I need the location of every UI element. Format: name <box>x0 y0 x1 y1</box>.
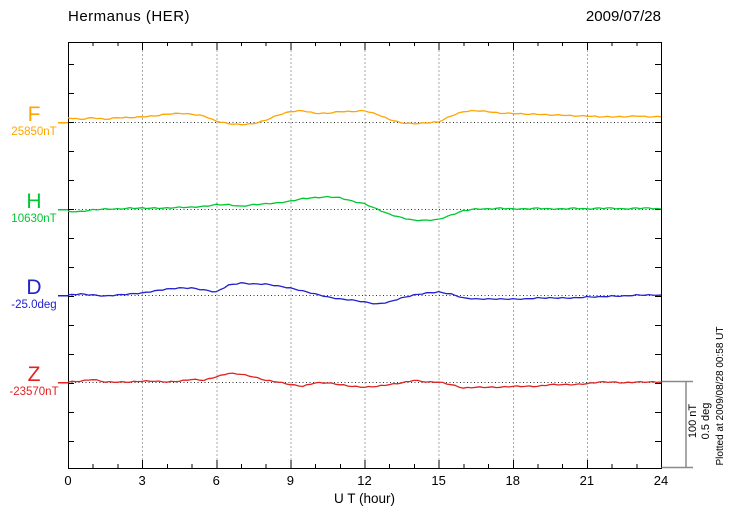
trace-letter-D: D <box>26 276 42 299</box>
scale-bar-label-nt: 100 nT <box>687 403 699 439</box>
trace-baseline-label-H: 10630nT <box>11 213 57 225</box>
x-tick-label-6: 6 <box>212 473 220 488</box>
trace-F <box>67 109 662 126</box>
trace-baseline-label-F: 25850nT <box>11 126 57 138</box>
x-tick-label-3: 3 <box>138 473 146 488</box>
x-tick-label-18: 18 <box>505 473 520 488</box>
trace-D <box>67 282 662 305</box>
trace-baseline-label-D: -25.0deg <box>11 299 57 311</box>
x-tick-label-21: 21 <box>579 473 595 488</box>
trace-Z <box>67 372 662 389</box>
x-axis-label: U T (hour) <box>333 491 396 506</box>
x-tick-label-9: 9 <box>286 473 294 488</box>
x-tick-label-24: 24 <box>653 473 669 488</box>
scale-bar-label-deg: 0.5 deg <box>700 402 712 440</box>
trace-baseline-label-Z: -23570nT <box>9 386 59 398</box>
trace-letter-H: H <box>26 190 42 213</box>
x-tick-label-12: 12 <box>357 473 372 488</box>
station-title: Hermanus (HER) <box>68 8 191 25</box>
trace-letter-Z: Z <box>27 363 41 386</box>
plotted-at-note: Plotted at 2009/08/28 00:58 UT <box>715 326 726 466</box>
plot-date: 2009/07/28 <box>585 8 661 25</box>
trace-letter-F: F <box>27 103 41 126</box>
trace-H <box>67 195 662 222</box>
x-tick-label-0: 0 <box>64 473 72 488</box>
scale-bar-label: 100 nT 0.5 deg <box>687 395 713 447</box>
x-tick-label-15: 15 <box>431 473 446 488</box>
plot-frame <box>67 41 663 470</box>
